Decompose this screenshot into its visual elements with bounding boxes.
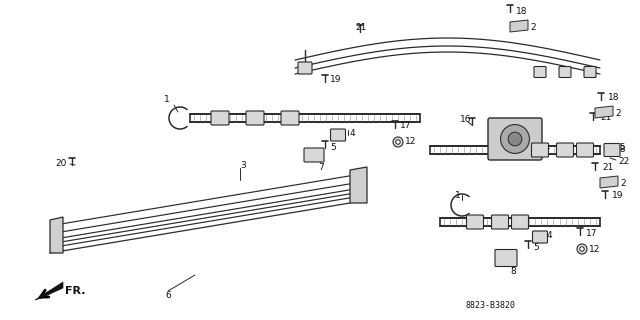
- FancyBboxPatch shape: [467, 215, 483, 229]
- FancyBboxPatch shape: [211, 111, 229, 125]
- FancyBboxPatch shape: [330, 129, 346, 141]
- Text: 12: 12: [589, 244, 600, 253]
- Polygon shape: [35, 282, 63, 300]
- FancyBboxPatch shape: [488, 118, 542, 160]
- Text: 1: 1: [455, 190, 461, 199]
- FancyBboxPatch shape: [531, 143, 548, 157]
- FancyBboxPatch shape: [495, 250, 517, 267]
- FancyBboxPatch shape: [584, 67, 596, 77]
- Text: 17: 17: [400, 122, 412, 131]
- Circle shape: [500, 124, 529, 153]
- FancyBboxPatch shape: [511, 215, 529, 229]
- Text: 20: 20: [55, 158, 67, 167]
- Circle shape: [580, 247, 584, 251]
- Text: 8823-B3820: 8823-B3820: [465, 301, 515, 310]
- FancyBboxPatch shape: [534, 67, 546, 77]
- Text: FR.: FR.: [65, 286, 86, 296]
- Polygon shape: [595, 106, 613, 118]
- Text: 18: 18: [615, 146, 627, 155]
- FancyBboxPatch shape: [557, 143, 573, 157]
- Text: 17: 17: [586, 228, 598, 237]
- Text: 1: 1: [164, 95, 170, 105]
- Text: 8: 8: [510, 268, 516, 276]
- Text: 7: 7: [318, 163, 324, 172]
- FancyBboxPatch shape: [577, 143, 593, 157]
- Circle shape: [508, 132, 522, 146]
- Polygon shape: [50, 217, 63, 253]
- Text: 4: 4: [547, 230, 552, 239]
- Text: 22: 22: [618, 157, 629, 166]
- Text: 2: 2: [530, 22, 536, 31]
- Text: 2: 2: [615, 108, 621, 117]
- Text: 3: 3: [240, 161, 246, 170]
- Text: 4: 4: [350, 129, 356, 138]
- Text: 15: 15: [615, 143, 627, 153]
- FancyBboxPatch shape: [492, 215, 509, 229]
- FancyBboxPatch shape: [559, 67, 571, 77]
- Text: 5: 5: [533, 244, 539, 252]
- Text: 18: 18: [608, 93, 620, 102]
- Text: 21: 21: [355, 23, 366, 33]
- FancyBboxPatch shape: [604, 143, 620, 156]
- FancyBboxPatch shape: [532, 231, 547, 243]
- FancyBboxPatch shape: [281, 111, 299, 125]
- Polygon shape: [510, 20, 528, 32]
- Text: 5: 5: [330, 143, 336, 153]
- Polygon shape: [600, 176, 618, 188]
- Text: 14: 14: [540, 143, 552, 153]
- FancyBboxPatch shape: [246, 111, 264, 125]
- Text: 19: 19: [330, 76, 342, 84]
- Text: 16: 16: [460, 116, 472, 124]
- Text: 19: 19: [612, 191, 623, 201]
- Text: 18: 18: [516, 7, 527, 17]
- FancyBboxPatch shape: [304, 148, 324, 162]
- Circle shape: [396, 140, 400, 144]
- Text: 6: 6: [165, 291, 171, 300]
- Polygon shape: [350, 167, 367, 203]
- Text: 21: 21: [600, 114, 611, 123]
- Text: 12: 12: [405, 138, 417, 147]
- Text: 21: 21: [602, 164, 613, 172]
- FancyBboxPatch shape: [298, 62, 312, 74]
- Circle shape: [393, 137, 403, 147]
- Text: 2: 2: [620, 179, 626, 188]
- Circle shape: [577, 244, 587, 254]
